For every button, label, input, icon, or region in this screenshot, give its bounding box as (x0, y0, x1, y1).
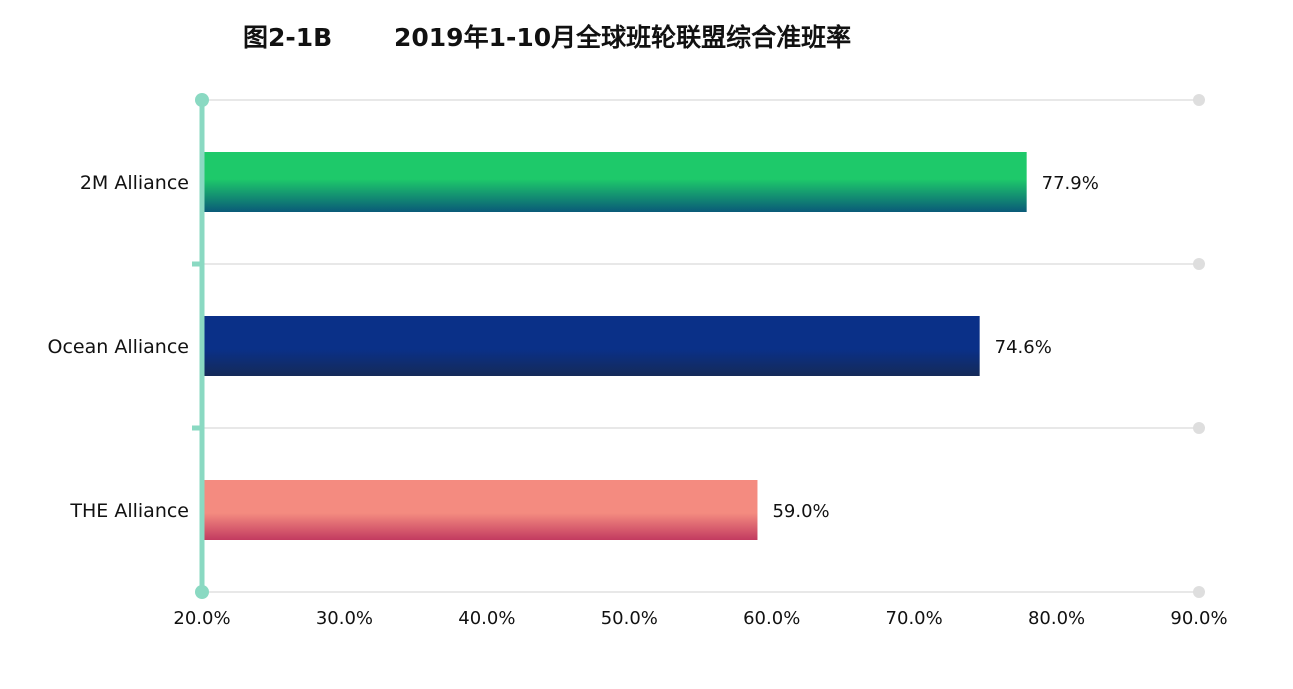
x-tick-label: 50.0% (601, 608, 658, 629)
x-tick-label: 90.0% (1170, 608, 1227, 629)
figure-number: 图2-1B (243, 23, 333, 52)
category-label: Ocean Alliance (48, 336, 189, 358)
bar-layer (202, 152, 1027, 540)
value-label: 74.6% (995, 337, 1052, 358)
axis-end-dot (195, 93, 209, 107)
x-tick-label: 70.0% (886, 608, 943, 629)
grid-layer (202, 94, 1205, 598)
chart-title: 图2-1B 2019年1-10月全球班轮联盟综合准班率 (0, 14, 1293, 54)
x-tick-label: 20.0% (173, 608, 230, 629)
x-tick-label: 80.0% (1028, 608, 1085, 629)
figure-title: 2019年1-10月全球班轮联盟综合准班率 (394, 23, 852, 52)
category-label: THE Alliance (69, 500, 189, 522)
value-label: 77.9% (1042, 173, 1099, 194)
gridline-end-dot (1193, 422, 1205, 434)
gridline-end-dot (1193, 94, 1205, 106)
bar-the-alliance (202, 480, 758, 540)
y-axis (192, 93, 209, 599)
x-tick-label: 40.0% (458, 608, 515, 629)
bar-2m-alliance (202, 152, 1027, 212)
bar-ocean-alliance (202, 316, 980, 376)
label-layer: 77.9% 2M Alliance 74.6% Ocean Alliance 59.0%… (48, 172, 1228, 629)
x-tick-label: 30.0% (316, 608, 373, 629)
category-label: 2M Alliance (80, 172, 189, 194)
value-label: 59.0% (772, 501, 829, 522)
x-tick-label: 60.0% (743, 608, 800, 629)
gridline-end-dot (1193, 258, 1205, 270)
gridline-end-dot (1193, 586, 1205, 598)
axis-end-dot (195, 585, 209, 599)
